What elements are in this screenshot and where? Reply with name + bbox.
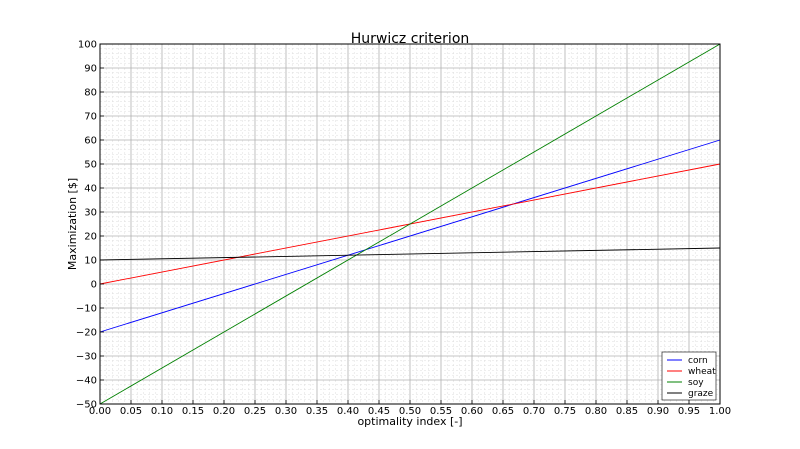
y-tick-label: 70 (84, 112, 97, 123)
y-tick-label: −40 (76, 376, 97, 387)
legend-label-corn: corn (688, 356, 708, 366)
legend-label-soy: soy (688, 378, 704, 388)
series-line-graze (99, 247, 721, 261)
series-lines (99, 43, 721, 405)
y-tick-label: −30 (76, 352, 97, 363)
x-tick-label: 0.80 (585, 406, 607, 417)
x-tick-label: 0.00 (89, 406, 111, 417)
legend-label-graze: graze (688, 389, 714, 399)
x-tick-label: 0.05 (120, 406, 142, 417)
y-tick-label: 0 (91, 280, 97, 291)
y-tick-label: −20 (76, 328, 97, 339)
x-tick-label: 0.90 (647, 406, 669, 417)
x-tick-label: 0.70 (523, 406, 545, 417)
x-tick-label: 0.85 (616, 406, 638, 417)
legend-box (661, 351, 717, 401)
y-tick-label: 60 (84, 136, 97, 147)
x-tick-label: 0.55 (430, 406, 452, 417)
y-tick-label: 90 (84, 64, 97, 75)
x-tick-label: 0.15 (182, 406, 204, 417)
y-tick-label: 10 (84, 256, 97, 267)
x-tick-label: 0.45 (368, 406, 390, 417)
y-tick-label: 50 (84, 160, 97, 171)
x-tick-label: 0.20 (213, 406, 235, 417)
x-tick-label: 0.60 (461, 406, 483, 417)
series-line-corn (99, 139, 721, 333)
y-tick-labels: −50 −40 −30 −20 −10 0 10 20 30 40 50 60 70 80 90 100 (76, 40, 104, 411)
x-tick-label: 0.25 (244, 406, 266, 417)
grid (99, 43, 721, 405)
x-axis-label: optimality index [-] (357, 415, 462, 428)
legend-label-wheat: wheat (688, 367, 716, 377)
y-tick-label: 30 (84, 208, 97, 219)
chart-title: Hurwicz criterion (351, 31, 470, 47)
y-tick-label: 80 (84, 88, 97, 99)
x-tick-label: 0.30 (275, 406, 297, 417)
x-tick-label: 1.00 (709, 406, 731, 417)
y-tick-label: 100 (78, 40, 97, 51)
x-tick-label: 0.40 (337, 406, 359, 417)
x-tick-label: 0.50 (399, 406, 421, 417)
y-tick-label: 20 (84, 232, 97, 243)
x-tick-label: 0.75 (554, 406, 576, 417)
y-axis-label: Maximization [$] (66, 178, 79, 270)
x-tick-label: 0.65 (492, 406, 514, 417)
y-tick-label: −10 (76, 304, 97, 315)
x-tick-label: 0.95 (678, 406, 700, 417)
y-tick-label: −50 (76, 400, 97, 411)
x-tick-label: 0.10 (151, 406, 173, 417)
y-tick-label: 40 (84, 184, 97, 195)
x-tick-labels: 0.00 0.05 0.10 0.15 0.20 0.25 0.30 0.35 0.40 0.45… (89, 400, 731, 417)
x-tick-label: 0.35 (306, 406, 328, 417)
series-line-soy (99, 43, 721, 405)
